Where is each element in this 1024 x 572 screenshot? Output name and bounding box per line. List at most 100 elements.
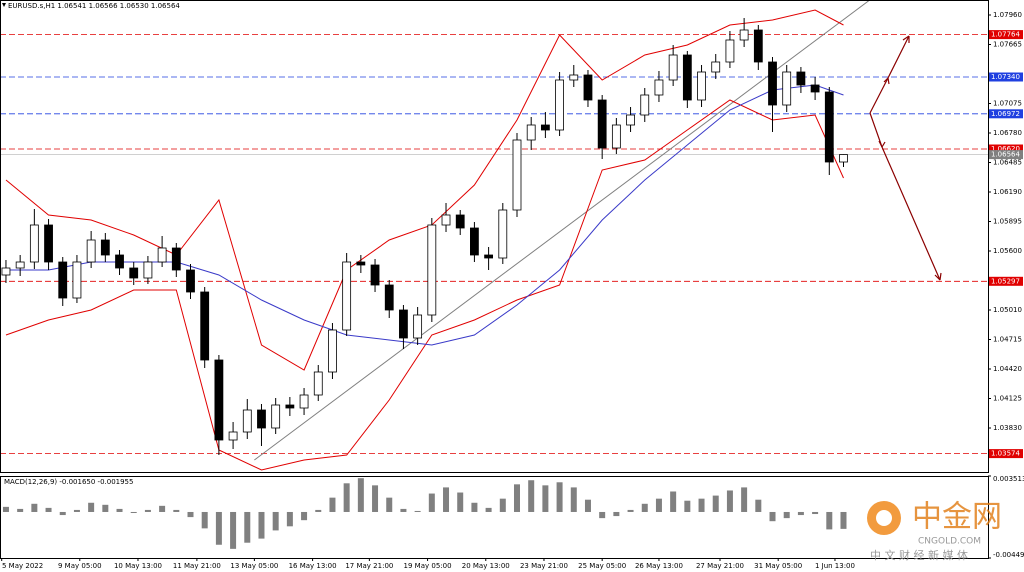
price-frame [0, 0, 989, 473]
macd-bar [144, 509, 151, 512]
macd-bar [812, 511, 819, 515]
level-label: 1.07764 [991, 31, 1020, 39]
watermark-site: CNGOLD.COM [918, 537, 981, 547]
candle-body [455, 214, 465, 229]
y-tick-label: 1.07075 [993, 100, 1022, 108]
y-tick-label: 1.06780 [993, 129, 1022, 137]
macd-bar [73, 509, 80, 512]
x-tick-label: 27 May 21:00 [696, 562, 744, 570]
macd-bar [301, 511, 308, 521]
y-tick-label: 1.05010 [993, 306, 1022, 314]
macd-bar [59, 511, 66, 516]
candle-body [782, 71, 792, 106]
level-label-box [989, 144, 1023, 154]
candle-body [484, 254, 494, 259]
level-label: 1.03574 [991, 450, 1020, 458]
candle-body [540, 124, 550, 131]
macd-bar [457, 492, 464, 512]
macd-bar [2, 506, 9, 512]
candle-body [86, 239, 96, 263]
y-tick-label: 1.07960 [993, 11, 1022, 19]
candle-body [725, 39, 735, 63]
candle-body [583, 74, 593, 101]
macd-bar [826, 511, 833, 530]
x-tick-label: 26 May 13:00 [635, 562, 683, 570]
level-label-box [989, 72, 1023, 82]
watermark-name: 中金网 [912, 500, 1002, 535]
macd-bar [769, 511, 776, 522]
candle-body [739, 29, 749, 41]
macd-bar [88, 502, 95, 512]
candle-body [413, 314, 423, 339]
title-marker [2, 3, 6, 7]
macd-bar [542, 485, 549, 512]
candle-body [58, 261, 68, 299]
macd-bar [755, 499, 762, 512]
candle-body [356, 261, 366, 266]
macd-bar [485, 507, 492, 512]
level-label: 1.05297 [991, 277, 1020, 285]
candle-body [313, 371, 323, 396]
candle-body [242, 409, 252, 433]
candle-body [711, 61, 721, 73]
candle-body [555, 79, 564, 131]
macd-frame [0, 476, 989, 559]
candle-body [228, 431, 238, 441]
macd-bar [31, 503, 38, 512]
candle-body [753, 29, 763, 63]
macd-bar [414, 510, 421, 512]
macd-y-tick-label: 0.003513 [993, 475, 1024, 483]
candle-body [498, 209, 508, 259]
candle-body [171, 247, 181, 271]
candle-body [384, 284, 394, 311]
candle-body [342, 261, 352, 331]
candle-body [44, 224, 53, 263]
macd-bar [599, 511, 606, 519]
macd-bar [244, 511, 251, 543]
candle-body [129, 267, 139, 279]
trendline [254, 0, 871, 461]
macd-bar [17, 508, 24, 512]
candle-body [824, 91, 834, 163]
candle-body [143, 261, 153, 279]
macd-bar [584, 499, 591, 512]
macd-bar [570, 487, 577, 512]
arrow-head [878, 140, 886, 148]
macd-bar [556, 482, 563, 512]
candle-body [796, 71, 806, 86]
macd-bar [386, 497, 393, 512]
watermark-slogan: 中 文 财 经 新 媒 体 [870, 548, 968, 562]
candle-body [626, 114, 635, 126]
candle-body [654, 79, 664, 96]
macd-bar [173, 509, 180, 512]
macd-bar [840, 511, 847, 529]
last-price-box [989, 150, 1023, 160]
price-panel [0, 0, 988, 471]
y-tick-label: 1.04715 [993, 336, 1022, 344]
macd-bar [627, 509, 634, 512]
candle-body [526, 124, 536, 141]
candle-body [299, 394, 309, 409]
x-tick-label: 16 May 13:00 [289, 562, 337, 570]
macd-bar [116, 508, 123, 512]
level-label-box [989, 30, 1023, 40]
macd-bar [613, 511, 620, 517]
macd-y-tick-label: -0.004493 [993, 551, 1024, 559]
macd-bar [726, 490, 733, 512]
candle-body [470, 227, 479, 256]
candle-body [597, 99, 607, 149]
watermark: 中金网 CNGOLD.COM 中 文 财 经 新 媒 体 [867, 500, 1002, 562]
macd-bar [130, 511, 137, 514]
macd-bar [783, 511, 790, 519]
candle-body [668, 54, 678, 81]
projection-arrows [869, 35, 942, 281]
macd-bar [698, 498, 705, 512]
x-tick-label: 25 May 05:00 [578, 562, 626, 570]
x-tick-label: 9 May 05:00 [58, 562, 102, 570]
candle-body [512, 139, 522, 211]
y-tick-label: 1.05600 [993, 247, 1022, 255]
candle-body [257, 409, 266, 429]
macd-bar [443, 487, 450, 512]
x-tick-label: 5 May 2022 [2, 562, 43, 570]
